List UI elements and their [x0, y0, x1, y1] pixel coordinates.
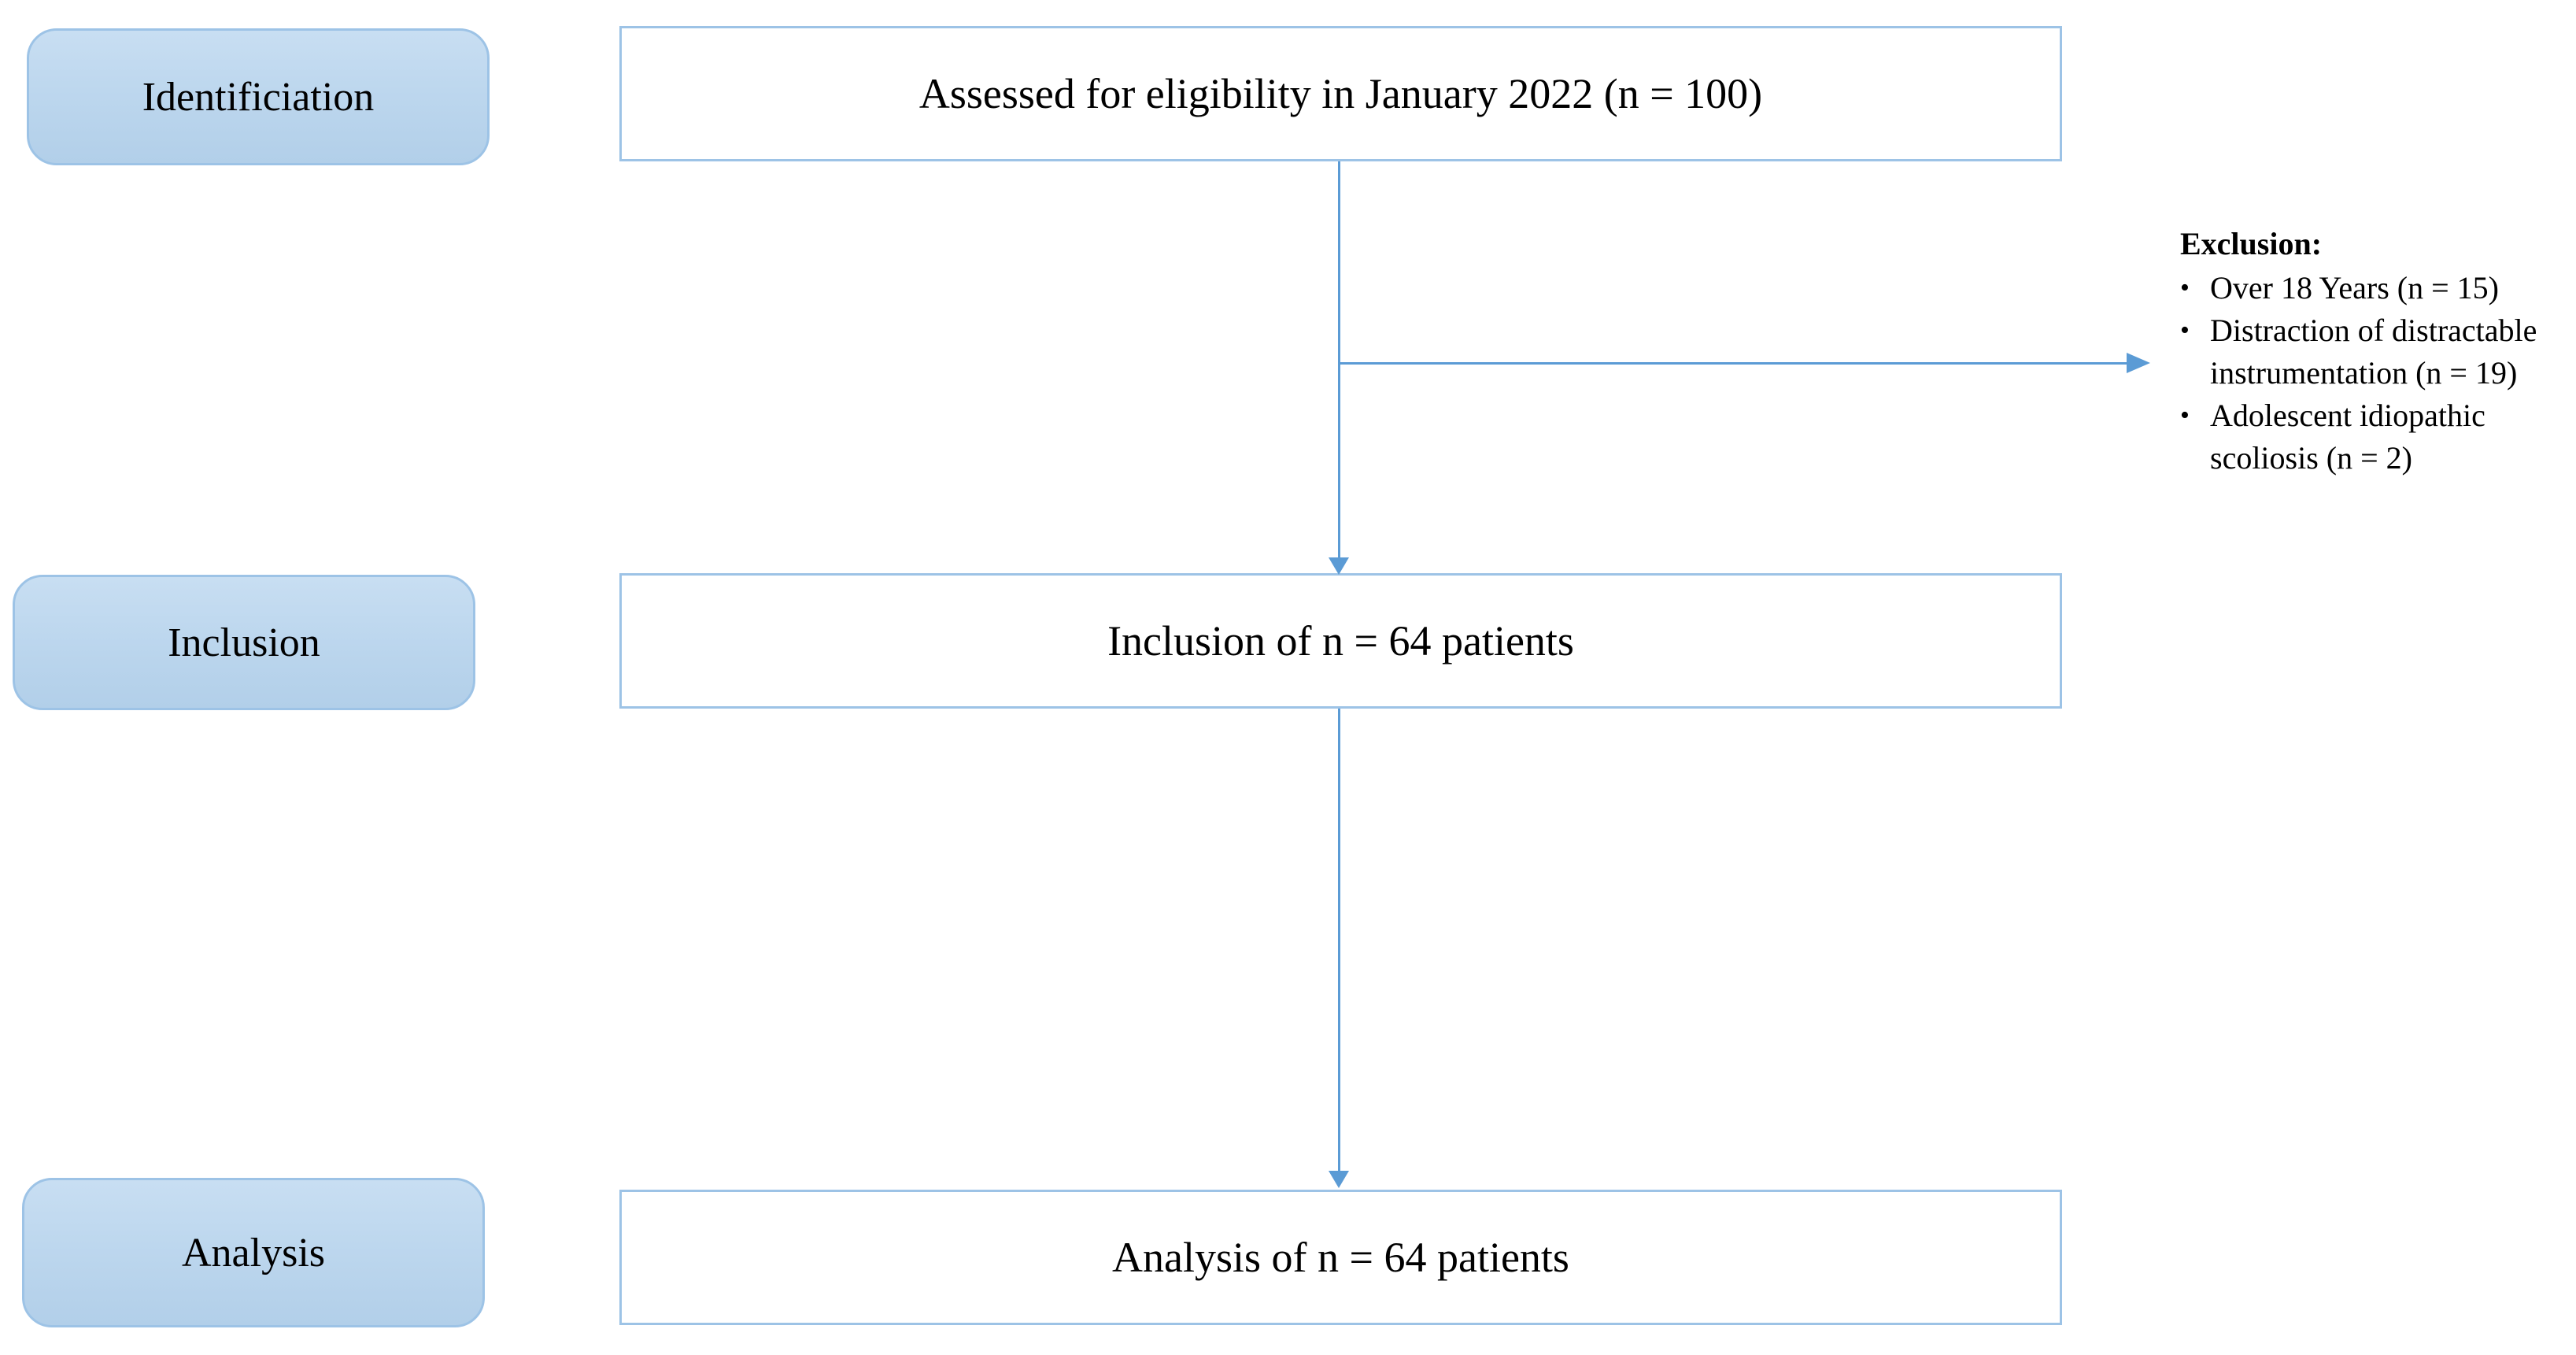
exclusion-item-text: Over 18 Years (n = 15): [2210, 270, 2499, 305]
exclusion-item-text: Distraction of distractable instrumentat…: [2210, 313, 2537, 391]
flow-box-analysis: Analysis of n = 64 patients: [619, 1190, 2062, 1325]
stage-label-text: Inclusion: [168, 620, 320, 665]
stage-box-identification: Identificiation: [27, 28, 490, 165]
flow-box-text: Assessed for eligibility in January 2022…: [918, 70, 1763, 117]
exclusion-item-text: Adolescent idiopathic scoliosis (n = 2): [2210, 398, 2485, 476]
bullet-marker: •: [2180, 401, 2190, 430]
connector-inclusion-to-analysis: [1338, 709, 1340, 1172]
stage-box-analysis: Analysis: [22, 1178, 485, 1327]
down-arrowhead-icon: [1329, 1171, 1349, 1188]
stage-label-text: Analysis: [182, 1230, 325, 1275]
stage-box-inclusion: Inclusion: [13, 575, 475, 710]
flow-box-text: Analysis of n = 64 patients: [1112, 1234, 1569, 1281]
exclusion-callout: Exclusion: • Over 18 Years (n = 15) • Di…: [2180, 223, 2567, 479]
flow-box-text: Inclusion of n = 64 patients: [1107, 617, 1574, 665]
flow-box-inclusion: Inclusion of n = 64 patients: [619, 573, 2062, 709]
bullet-marker: •: [2180, 316, 2190, 345]
exclusion-title: Exclusion:: [2180, 226, 2323, 261]
stage-label-text: Identificiation: [142, 74, 375, 120]
bullet-marker: •: [2180, 273, 2190, 302]
down-arrowhead-icon: [1329, 557, 1349, 575]
exclusion-item: • Distraction of distractable instrument…: [2180, 309, 2567, 394]
exclusion-item: • Over 18 Years (n = 15): [2180, 267, 2567, 309]
right-arrowhead-icon: [2127, 353, 2150, 373]
connector-assessed-to-inclusion: [1338, 161, 1340, 559]
exclusion-item: • Adolescent idiopathic scoliosis (n = 2…: [2180, 394, 2567, 479]
flow-box-assessed-for-eligibility: Assessed for eligibility in January 2022…: [619, 26, 2062, 161]
connector-to-exclusion: [1340, 362, 2127, 365]
